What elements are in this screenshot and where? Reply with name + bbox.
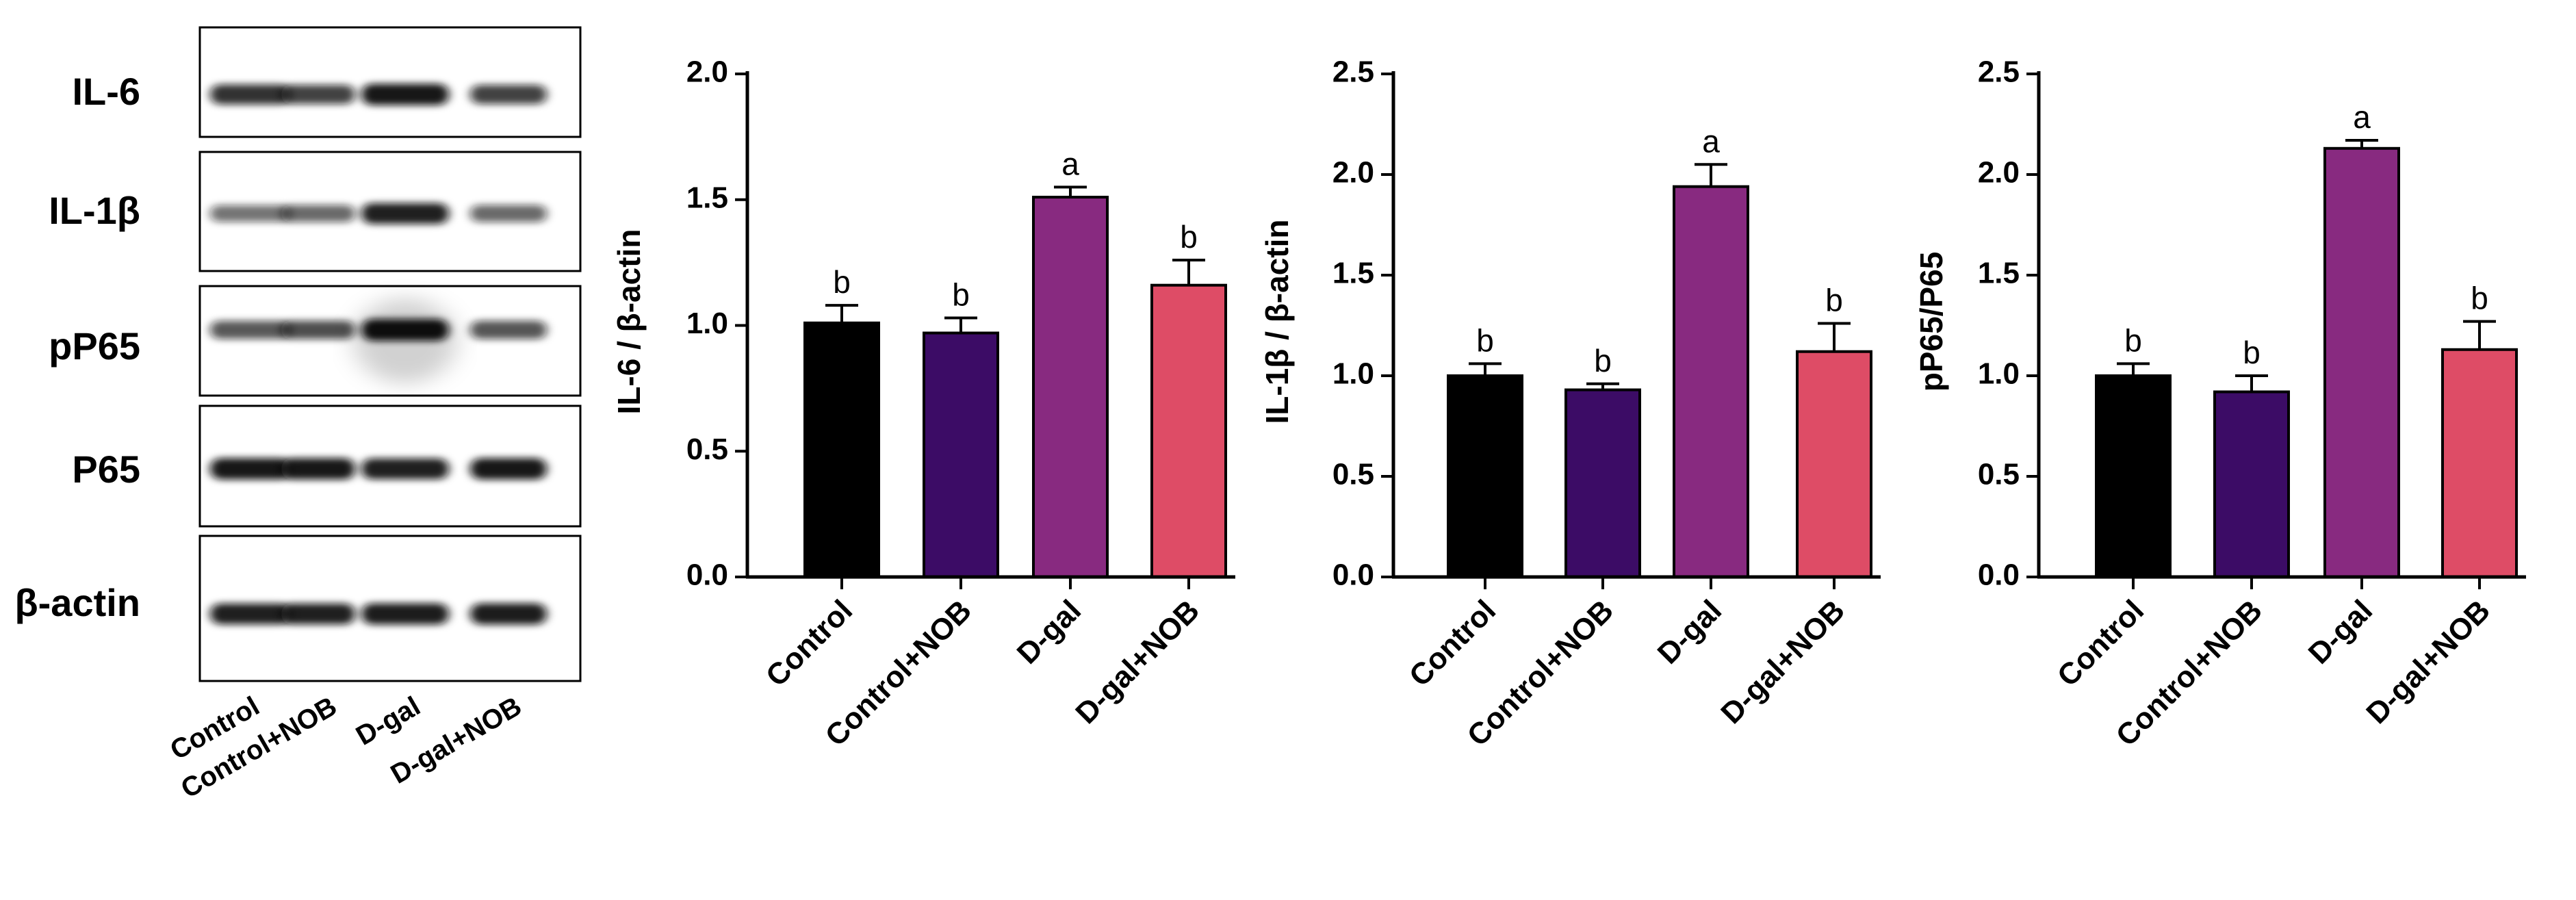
blot-band bbox=[361, 83, 449, 105]
significance-letter: b bbox=[833, 264, 851, 300]
bar bbox=[2323, 146, 2400, 578]
blot-band bbox=[281, 320, 355, 339]
blot-band bbox=[281, 84, 355, 105]
y-tick-label: 0.0 bbox=[686, 558, 728, 592]
bar bbox=[923, 331, 999, 578]
bar bbox=[1564, 388, 1641, 579]
significance-letter: a bbox=[1702, 123, 1720, 159]
y-tick-label: 2.5 bbox=[1332, 55, 1374, 89]
x-category-label: Control bbox=[760, 593, 859, 693]
y-tick-label: 0.5 bbox=[1332, 458, 1374, 491]
blot-row-label: IL-6 bbox=[72, 70, 140, 113]
significance-letter: b bbox=[1476, 322, 1494, 358]
significance-letter: b bbox=[952, 277, 970, 312]
y-tick-label: 2.5 bbox=[1978, 55, 2020, 89]
y-tick-label: 1.0 bbox=[1332, 357, 1374, 391]
y-tick-label: 1.5 bbox=[1978, 257, 2020, 290]
blot-band bbox=[281, 458, 355, 480]
blot-row-label: P65 bbox=[72, 448, 140, 491]
bar bbox=[1032, 196, 1109, 578]
blot-band bbox=[281, 205, 355, 222]
significance-letter: b bbox=[2471, 281, 2488, 316]
blot-band bbox=[210, 84, 291, 105]
bar bbox=[1796, 350, 1872, 578]
significance-letter: b bbox=[2243, 335, 2261, 370]
x-category-label: D-gal+NOB bbox=[2360, 593, 2497, 730]
y-tick-label: 2.0 bbox=[1978, 156, 2020, 190]
blot-band bbox=[210, 603, 291, 625]
blot-band bbox=[470, 84, 547, 105]
x-category-label: Control bbox=[2051, 593, 2150, 693]
blot-band bbox=[470, 603, 547, 625]
y-tick-label: 1.0 bbox=[1978, 357, 2020, 391]
blot-band bbox=[361, 458, 449, 480]
pp65-bar-chart: b bab0.00.51.01.52.02.5ControlControl+NOB… bbox=[1914, 55, 2526, 753]
blot-band bbox=[281, 603, 355, 625]
blot-band bbox=[470, 320, 547, 339]
y-tick-label: 1.5 bbox=[686, 181, 728, 214]
bar bbox=[1447, 374, 1523, 578]
blot-band bbox=[210, 458, 291, 480]
y-tick-label: 2.0 bbox=[1332, 156, 1374, 190]
blot-band bbox=[361, 319, 449, 341]
bar bbox=[2213, 390, 2290, 579]
y-tick-label: 0.5 bbox=[686, 433, 728, 466]
x-category-label: D-gal bbox=[1651, 593, 1728, 670]
y-tick-label: 2.0 bbox=[686, 55, 728, 89]
y-tick-label: 0.0 bbox=[1978, 558, 2020, 592]
y-tick-label: 0.5 bbox=[1978, 458, 2020, 491]
blot-band bbox=[361, 203, 449, 224]
significance-letter: a bbox=[2353, 99, 2371, 135]
y-tick-label: 0.0 bbox=[1332, 558, 1374, 592]
bar bbox=[803, 321, 880, 578]
blot-band bbox=[210, 320, 291, 339]
il1b-bar-chart: bbab0.00.51.01.52.02.5ControlControl+NOB… bbox=[1259, 55, 1881, 753]
blot-row-label: IL-1β bbox=[49, 189, 140, 232]
blot-row-label: pP65 bbox=[49, 324, 140, 368]
bar bbox=[2441, 348, 2518, 578]
western-blot-panel: IL-6IL-1βpP65P65β-actinControlControl+NO… bbox=[14, 26, 582, 804]
y-axis-title: pP65/P65 bbox=[1914, 252, 1949, 392]
blot-band bbox=[470, 205, 547, 222]
y-tick-label: 1.0 bbox=[686, 307, 728, 340]
bar bbox=[1150, 283, 1227, 578]
bar bbox=[2095, 374, 2172, 578]
significance-letter: b bbox=[2124, 322, 2142, 358]
significance-letter: b bbox=[1594, 343, 1612, 378]
y-axis-title: IL-1β / β-actin bbox=[1259, 220, 1295, 424]
y-axis-title: IL-6 / β-actin bbox=[611, 229, 647, 415]
blot-frame bbox=[198, 26, 582, 138]
x-category-label: Control bbox=[1403, 593, 1502, 693]
x-category-label: D-gal bbox=[1011, 593, 1087, 670]
x-category-label: D-gal+NOB bbox=[1069, 593, 1206, 730]
significance-letter: b bbox=[1825, 283, 1843, 318]
x-category-label: D-gal+NOB bbox=[1714, 593, 1851, 730]
blot-lane-label: D-gal bbox=[351, 691, 426, 751]
significance-letter: a bbox=[1061, 146, 1079, 181]
y-tick-label: 1.5 bbox=[1332, 257, 1374, 290]
x-category-label: D-gal bbox=[2302, 593, 2379, 670]
bar bbox=[1673, 185, 1749, 578]
blot-row-label: β-actin bbox=[14, 581, 140, 624]
blot-band bbox=[470, 458, 547, 480]
blot-band bbox=[210, 205, 291, 222]
significance-letter: b bbox=[1180, 219, 1198, 255]
blot-band bbox=[361, 603, 449, 625]
